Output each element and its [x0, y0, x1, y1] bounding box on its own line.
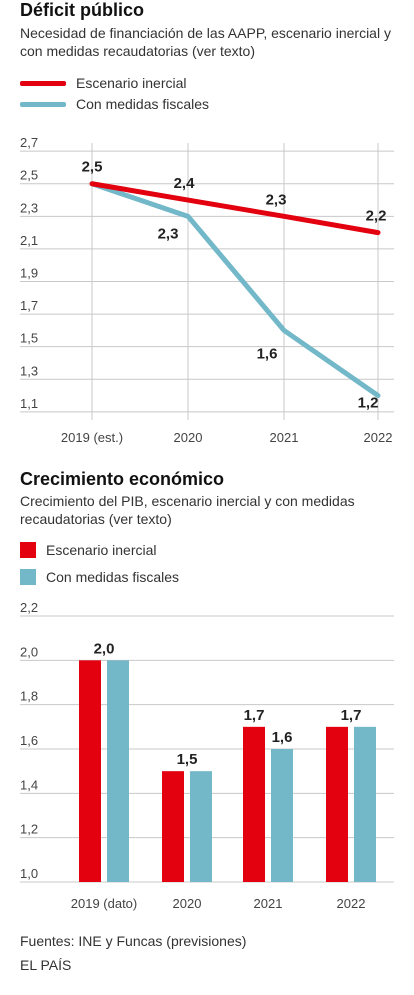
- y-tick-label: 2,1: [20, 233, 38, 248]
- y-tick-label: 2,0: [20, 644, 38, 659]
- y-tick-label: 1,2: [20, 822, 38, 837]
- x-tick-label: 2022: [364, 430, 393, 445]
- legend-item-inercial-2: Escenario inercial: [20, 542, 157, 558]
- bar: [107, 660, 129, 882]
- y-tick-label: 1,1: [20, 396, 38, 411]
- x-tick-label: 2020: [173, 896, 202, 911]
- legend-line-red: [20, 80, 66, 86]
- y-tick-label: 2,5: [20, 168, 38, 183]
- legend-label: Escenario inercial: [46, 542, 157, 558]
- y-tick-label: 1,6: [20, 733, 38, 748]
- legend-label: Con medidas fiscales: [76, 96, 210, 112]
- series-line: [89, 181, 381, 236]
- data-label: 1,6: [272, 729, 293, 746]
- data-label: 2,2: [366, 208, 387, 225]
- legend-line-blue: [20, 101, 66, 107]
- bar: [79, 660, 101, 882]
- chart1-subtitle: Necesidad de financiación de las AAPP, e…: [20, 25, 391, 59]
- legend-item-inercial: Escenario inercial: [20, 75, 187, 91]
- data-label: 2,4: [174, 175, 196, 192]
- x-tick-label: 2021: [254, 896, 283, 911]
- growth-bar-chart: 2,2 2,0 1,8 1,6 1,4 1,2 1,0 2019 (dato) 2,0 2020 1…: [20, 600, 394, 911]
- bar: [162, 771, 184, 882]
- x-tick-label: 2019 (est.): [61, 430, 123, 445]
- chart2-subtitle: Crecimiento del PIB, escenario inercial …: [20, 493, 355, 527]
- bar: [326, 726, 348, 882]
- y-tick-label: 1,7: [20, 298, 38, 313]
- data-label: 1,5: [177, 751, 198, 768]
- brand-name: EL PAÍS: [20, 957, 72, 973]
- data-label: 2,3: [266, 191, 287, 208]
- y-tick-label: 1,8: [20, 689, 38, 704]
- series-line: [89, 181, 381, 399]
- legend-item-medidas-2: Con medidas fiscales: [20, 569, 179, 585]
- data-label: 2,0: [94, 640, 115, 657]
- y-tick-label: 2,2: [20, 600, 38, 615]
- data-label: 1,7: [341, 707, 362, 724]
- y-tick-label: 1,9: [20, 266, 38, 281]
- y-tick-label: 1,5: [20, 331, 38, 346]
- data-label: 2,5: [82, 159, 103, 176]
- chart2-title: Crecimiento económico: [20, 469, 225, 489]
- source-note: Fuentes: INE y Funcas (previsiones): [20, 933, 247, 949]
- legend-label: Escenario inercial: [76, 75, 187, 91]
- bar: [354, 726, 376, 882]
- y-tick-label: 2,7: [20, 135, 38, 150]
- bar: [190, 771, 212, 882]
- chart1-title: Déficit público: [20, 0, 145, 20]
- x-tick-label: 2021: [270, 430, 299, 445]
- y-tick-label: 1,3: [20, 363, 38, 378]
- legend-square-red: [20, 542, 36, 558]
- bar: [243, 726, 265, 882]
- legend-square-blue: [20, 569, 36, 585]
- x-tick-label: 2022: [337, 896, 366, 911]
- data-label: 2,3: [158, 225, 179, 242]
- data-label: 1,7: [244, 707, 265, 724]
- bar: [271, 749, 293, 882]
- y-tick-label: 1,4: [20, 777, 38, 792]
- data-label: 1,2: [358, 395, 379, 412]
- x-tick-label: 2020: [174, 430, 203, 445]
- legend-item-medidas: Con medidas fiscales: [20, 96, 209, 112]
- deficit-line-chart: 2,7 2,5 2,3 2,1 1,9 1,7 1,5 1,3 1,1 2019 (est.) 20…: [20, 135, 394, 445]
- legend-label: Con medidas fiscales: [46, 569, 180, 585]
- y-tick-label: 2,3: [20, 200, 38, 215]
- y-tick-label: 1,0: [20, 866, 38, 881]
- data-label: 1,6: [257, 345, 278, 362]
- x-tick-label: 2019 (dato): [71, 896, 138, 911]
